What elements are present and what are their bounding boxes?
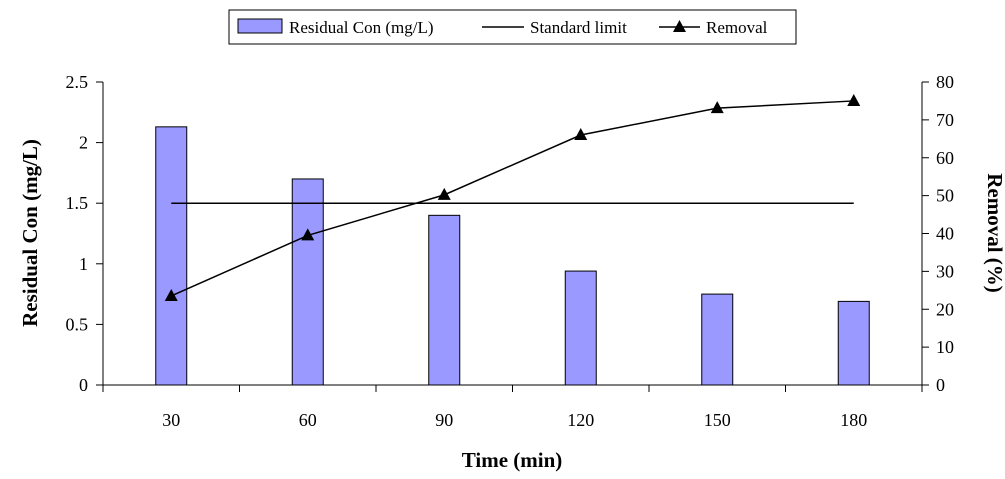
y2-tick-label: 10 bbox=[936, 337, 954, 357]
y2-tick-label: 40 bbox=[936, 224, 954, 244]
y-axis-title: Residual Con (mg/L) bbox=[18, 139, 42, 327]
y2-tick-label: 60 bbox=[936, 148, 954, 168]
bar-residual bbox=[564, 270, 597, 386]
x-axis-title: Time (min) bbox=[462, 448, 563, 472]
bars bbox=[155, 126, 870, 386]
y-tick-label: 1 bbox=[79, 254, 88, 274]
y-left-ticks: 0 0.5 1 1.5 2 2.5 bbox=[66, 72, 103, 395]
x-tick-label: 30 bbox=[162, 410, 180, 430]
x-tick-label: 90 bbox=[435, 410, 453, 430]
y-tick-label: 2 bbox=[79, 133, 88, 153]
y-tick-label: 2.5 bbox=[66, 72, 89, 92]
y2-tick-label: 0 bbox=[936, 375, 945, 395]
bar-residual bbox=[291, 178, 324, 386]
y2-tick-label: 70 bbox=[936, 110, 954, 130]
y-right-ticks: 0 10 20 30 40 50 60 70 80 bbox=[922, 72, 954, 395]
legend-label-residual: Residual Con (mg/L) bbox=[289, 18, 433, 37]
marker-removal bbox=[301, 228, 315, 241]
y2-tick-label: 20 bbox=[936, 299, 954, 319]
marker-removal bbox=[847, 93, 861, 106]
y-tick-label: 0 bbox=[79, 375, 88, 395]
x-tick-label: 120 bbox=[567, 410, 594, 430]
legend: Residual Con (mg/L) Standard limit Remov… bbox=[228, 9, 797, 45]
bar-residual bbox=[701, 293, 734, 386]
legend-label-standard: Standard limit bbox=[530, 18, 627, 37]
x-tick-label: 180 bbox=[840, 410, 867, 430]
marker-removal bbox=[164, 288, 178, 301]
y2-axis-title: Removal (%) bbox=[983, 173, 1005, 293]
legend-swatch-residual bbox=[237, 18, 283, 34]
y-tick-label: 0.5 bbox=[66, 314, 89, 334]
y2-tick-label: 30 bbox=[936, 261, 954, 281]
x-tick-label: 150 bbox=[704, 410, 731, 430]
y2-tick-label: 50 bbox=[936, 186, 954, 206]
y-tick-label: 1.5 bbox=[66, 193, 89, 213]
x-ticks: 30 60 90 120 150 180 bbox=[102, 385, 923, 430]
marker-removal bbox=[710, 101, 724, 114]
x-tick-label: 60 bbox=[299, 410, 317, 430]
marker-removal bbox=[437, 187, 451, 200]
bar-residual bbox=[428, 214, 461, 386]
bar-residual bbox=[837, 300, 870, 386]
bar-residual bbox=[155, 126, 188, 386]
lines bbox=[164, 93, 861, 301]
legend-label-removal: Removal bbox=[706, 18, 768, 37]
legend-swatch-removal-marker bbox=[673, 20, 686, 32]
marker-removal bbox=[574, 128, 588, 141]
line-removal bbox=[170, 100, 854, 297]
y2-tick-label: 80 bbox=[936, 72, 954, 92]
